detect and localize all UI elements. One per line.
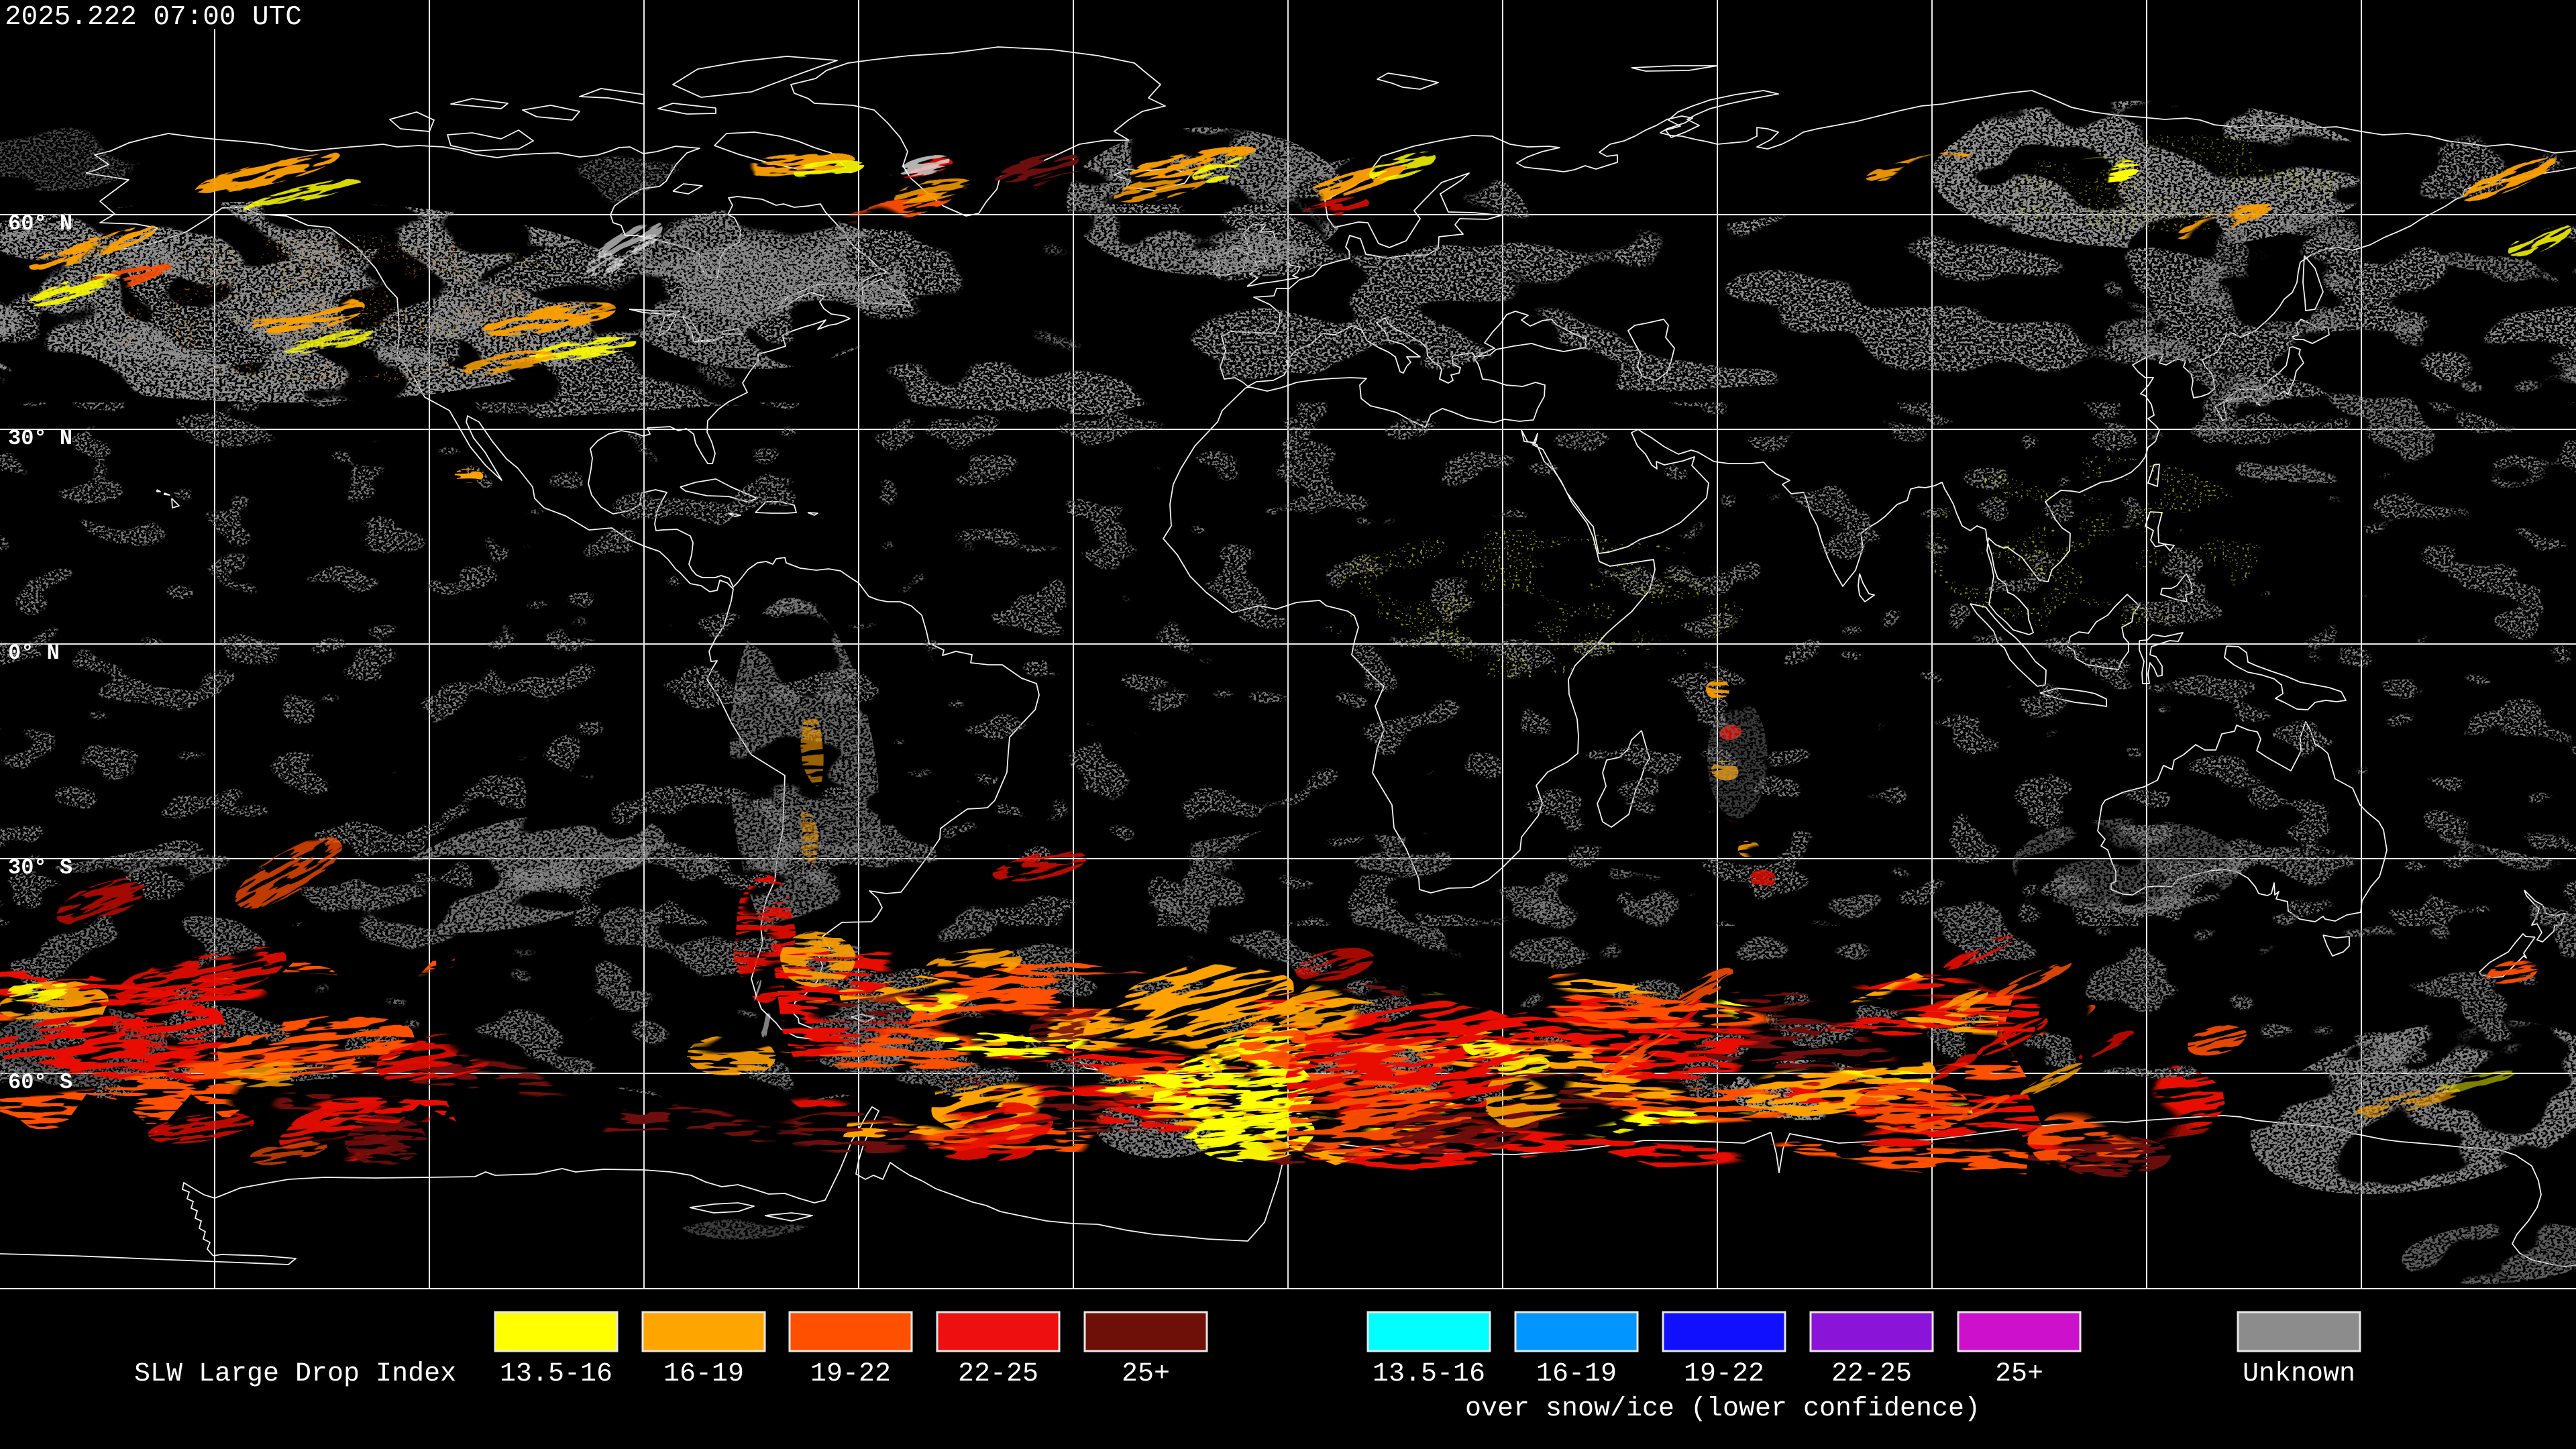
svg-text:30° S: 30° S xyxy=(8,855,72,880)
svg-text:19-22: 19-22 xyxy=(810,1359,891,1389)
svg-text:Unknown: Unknown xyxy=(2243,1359,2355,1389)
svg-text:60° S: 60° S xyxy=(8,1070,72,1095)
svg-text:30° N: 30° N xyxy=(8,426,72,451)
svg-text:16-19: 16-19 xyxy=(663,1359,744,1389)
svg-text:60° N: 60° N xyxy=(8,211,72,236)
svg-text:2025.222 07:00 UTC: 2025.222 07:00 UTC xyxy=(5,2,302,33)
svg-text:22-25: 22-25 xyxy=(1831,1359,1912,1389)
svg-text:22-25: 22-25 xyxy=(958,1359,1038,1389)
svg-text:25+: 25+ xyxy=(1122,1359,1170,1389)
svg-text:0° N: 0° N xyxy=(8,641,60,665)
svg-text:SLW Large Drop Index: SLW Large Drop Index xyxy=(134,1359,456,1389)
svg-text:13.5-16: 13.5-16 xyxy=(1373,1359,1485,1389)
svg-text:25+: 25+ xyxy=(1995,1359,2043,1389)
svg-text:13.5-16: 13.5-16 xyxy=(500,1359,612,1389)
svg-text:19-22: 19-22 xyxy=(1684,1359,1764,1389)
svg-text:over snow/ice (lower confidenc: over snow/ice (lower confidence) xyxy=(1465,1394,1980,1424)
svg-text:16-19: 16-19 xyxy=(1536,1359,1617,1389)
